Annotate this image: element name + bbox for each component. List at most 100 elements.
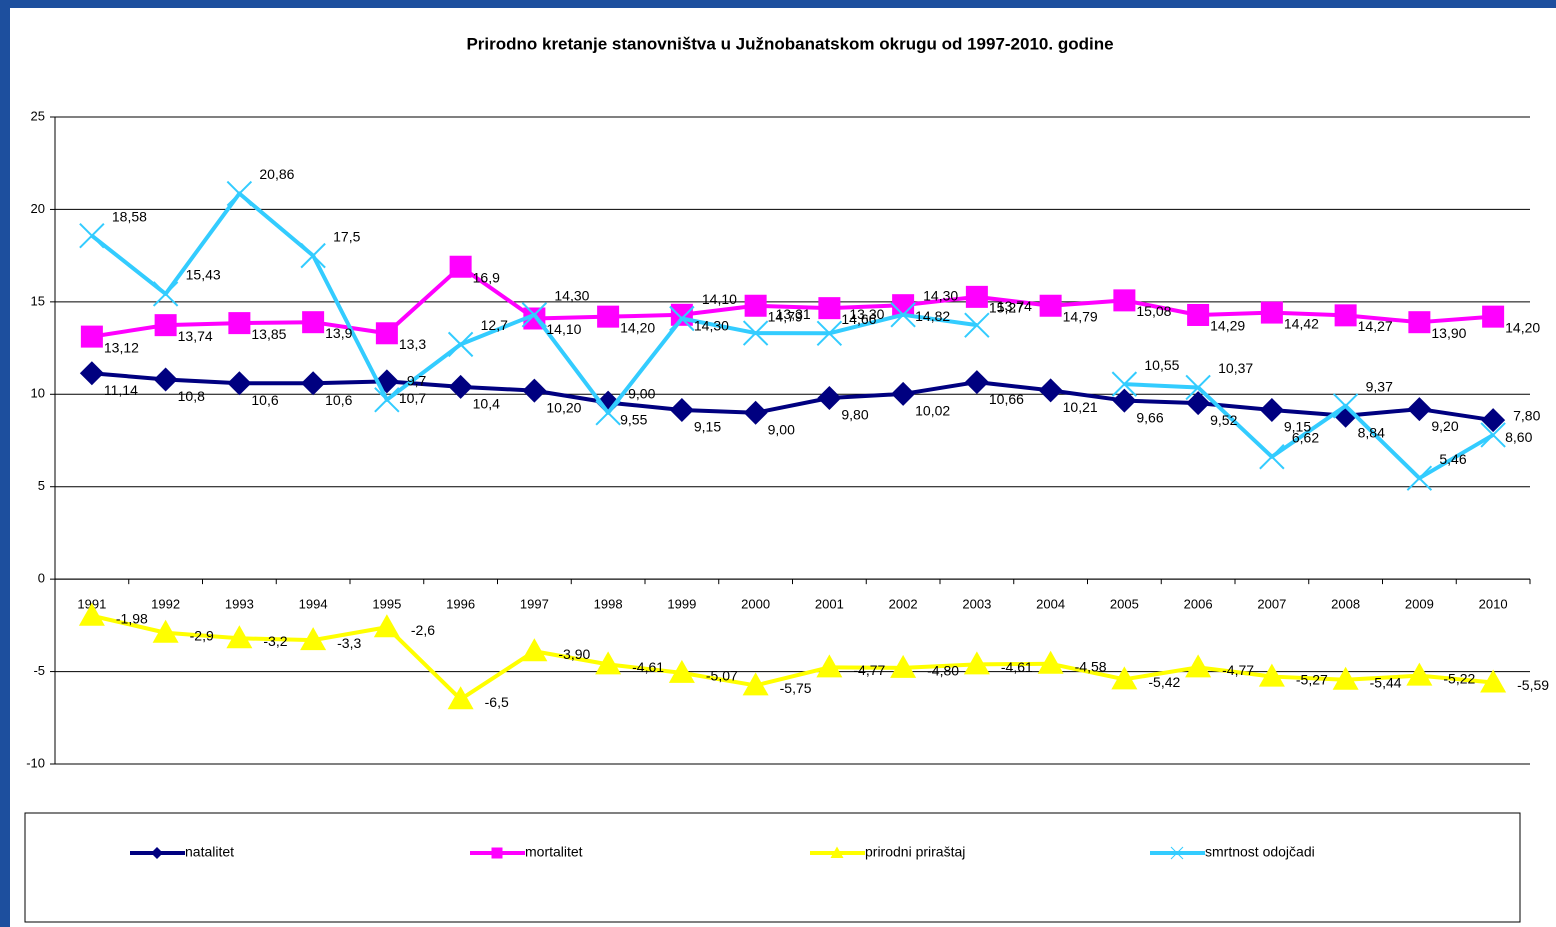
point-marker — [816, 654, 843, 678]
data-label: 14,30 — [554, 288, 589, 304]
point-marker — [375, 322, 398, 345]
x-tick-label: 2010 — [1479, 597, 1508, 612]
point-marker — [300, 242, 326, 269]
point-marker — [1187, 303, 1210, 326]
data-label: 15,27 — [989, 300, 1024, 316]
legend-label: mortalitet — [525, 844, 583, 860]
data-label: -5,22 — [1443, 670, 1475, 686]
data-label: 14,82 — [915, 308, 950, 324]
data-label: 13,74 — [997, 298, 1032, 314]
point-marker — [818, 297, 841, 320]
data-label: 10,02 — [915, 403, 950, 419]
series-line — [91, 371, 1494, 423]
legend-label: smrtnost odojčadi — [1205, 844, 1315, 860]
point-marker — [226, 180, 253, 207]
data-label: 14,30 — [923, 288, 958, 304]
data-label: -2,9 — [190, 627, 214, 643]
legend-marker — [830, 846, 844, 858]
data-label: 9,7 — [407, 373, 427, 389]
point-marker — [1480, 669, 1507, 693]
x-tick-label: 2001 — [815, 597, 844, 612]
x-tick-label: 1995 — [372, 597, 401, 612]
point-marker — [227, 371, 252, 396]
point-marker — [742, 320, 769, 346]
point-marker — [79, 361, 104, 386]
data-label: -5,44 — [1370, 674, 1402, 690]
x-tick-label: 1997 — [520, 597, 549, 612]
point-marker — [300, 627, 327, 651]
data-label: 9,37 — [1366, 379, 1393, 395]
series-line — [1124, 382, 1495, 481]
x-tick-label: 2002 — [889, 597, 918, 612]
point-marker — [1038, 378, 1063, 403]
point-marker — [1186, 391, 1211, 416]
point-marker — [830, 846, 844, 858]
point-marker — [1185, 374, 1211, 401]
point-marker — [1481, 408, 1506, 433]
x-tick-label: 1996 — [446, 597, 475, 612]
data-label: 14,66 — [841, 311, 876, 327]
x-tick-label: 1992 — [151, 597, 180, 612]
point-marker — [744, 294, 767, 317]
data-label: 15,43 — [186, 267, 221, 283]
data-label: 10,4 — [473, 396, 500, 412]
data-label: 17,5 — [333, 228, 360, 244]
data-label: 14,27 — [1358, 318, 1393, 334]
data-label: -4,77 — [1222, 662, 1254, 678]
legend-marker — [151, 847, 163, 859]
point-marker — [891, 381, 916, 406]
point-marker — [1258, 663, 1285, 687]
point-marker — [1406, 465, 1433, 491]
data-label: 10,55 — [1144, 357, 1179, 373]
y-tick-label: 15 — [31, 293, 45, 308]
data-label: 13,74 — [178, 328, 213, 344]
point-marker — [1037, 650, 1064, 674]
legend-marker — [1170, 846, 1184, 860]
data-label: -5,42 — [1148, 674, 1180, 690]
point-marker — [1112, 388, 1137, 413]
y-tick-label: 10 — [31, 386, 45, 401]
x-tick-label: 2006 — [1184, 597, 1213, 612]
data-label: 14,29 — [1210, 318, 1245, 334]
point-marker — [1406, 662, 1433, 686]
point-marker — [669, 305, 695, 332]
point-marker — [742, 672, 769, 696]
data-label: -5,07 — [706, 668, 738, 684]
x-tick-label: 1999 — [667, 597, 696, 612]
point-marker — [521, 302, 548, 328]
data-label: 16,9 — [473, 269, 500, 285]
data-label: 13,31 — [776, 306, 811, 322]
point-marker — [521, 638, 548, 662]
data-label: 10,21 — [1063, 399, 1098, 415]
point-marker — [1113, 289, 1136, 312]
point-marker — [152, 619, 179, 643]
point-marker — [226, 625, 253, 649]
y-tick-label: -10 — [26, 755, 45, 770]
y-tick-label: 0 — [38, 571, 45, 586]
point-marker — [301, 371, 326, 396]
data-label: 14,20 — [1505, 319, 1540, 335]
point-marker — [1482, 305, 1505, 328]
data-label: 10,7 — [399, 390, 426, 406]
data-label: 8,60 — [1505, 429, 1532, 445]
point-marker — [448, 374, 473, 399]
data-label: 13,3 — [399, 336, 426, 352]
y-tick-label: -5 — [33, 663, 45, 678]
data-label: 9,15 — [1284, 419, 1311, 435]
point-marker — [890, 654, 917, 678]
point-marker — [595, 400, 621, 426]
data-label: 9,00 — [768, 421, 795, 437]
data-label: -3,90 — [558, 646, 590, 662]
data-label: 13,30 — [849, 306, 884, 322]
point-marker — [670, 303, 693, 326]
data-label: -4,77 — [853, 662, 885, 678]
data-label: 10,6 — [251, 392, 278, 408]
legend-box — [24, 812, 1521, 923]
data-label: 18,58 — [112, 208, 147, 224]
data-label: 10,8 — [178, 388, 205, 404]
point-marker — [154, 314, 177, 337]
data-label: -4,61 — [1001, 659, 1033, 675]
point-marker — [1260, 301, 1283, 324]
data-label: -5,27 — [1296, 671, 1328, 687]
x-tick-label: 2003 — [962, 597, 991, 612]
